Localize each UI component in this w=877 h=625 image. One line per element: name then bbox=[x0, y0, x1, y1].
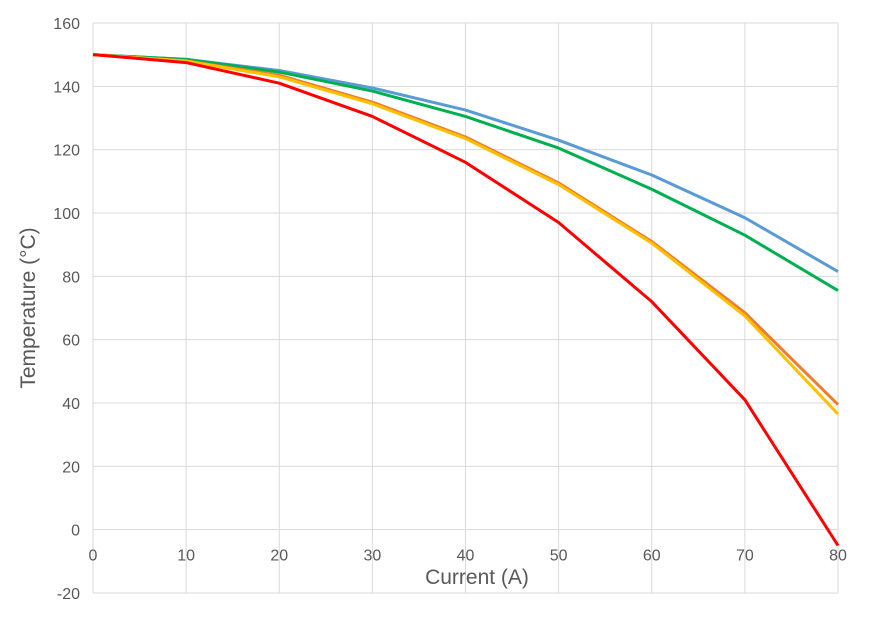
y-tick-label: 0 bbox=[71, 523, 80, 540]
x-axis-label: Current (A) bbox=[425, 566, 529, 589]
y-axis-label: Temperature (°C) bbox=[17, 227, 40, 388]
series-line-red bbox=[92, 53, 840, 547]
x-tick-label: 30 bbox=[363, 548, 381, 565]
x-tick-label: 70 bbox=[736, 548, 754, 565]
series-line-green bbox=[92, 53, 839, 292]
y-tick-label: 100 bbox=[53, 206, 80, 223]
y-tick-label: 80 bbox=[62, 269, 80, 286]
x-tick-label: 60 bbox=[643, 548, 661, 565]
series-lines bbox=[92, 53, 840, 547]
y-tick-label: 60 bbox=[62, 333, 80, 350]
x-tick-label: 10 bbox=[177, 548, 195, 565]
y-tick-label: 40 bbox=[62, 396, 80, 413]
y-tick-label: 20 bbox=[62, 459, 80, 476]
x-tick-label: 40 bbox=[457, 548, 475, 565]
x-tick-label: 80 bbox=[829, 548, 847, 565]
gridlines bbox=[92, 22, 839, 594]
y-tick-label: 120 bbox=[53, 143, 80, 160]
x-tick-label: 20 bbox=[270, 548, 288, 565]
x-tick-label: 50 bbox=[550, 548, 568, 565]
series-line-yellow bbox=[92, 53, 840, 416]
y-tick-labels: -20 0 20 40 60 80 100 120 140 160 bbox=[53, 16, 80, 603]
y-tick-label: 140 bbox=[53, 79, 80, 96]
x-tick-labels: 0 10 20 30 40 50 60 70 80 bbox=[89, 548, 847, 565]
y-tick-label: -20 bbox=[57, 586, 80, 603]
x-tick-label: 0 bbox=[89, 548, 98, 565]
y-tick-label: 160 bbox=[53, 16, 80, 33]
